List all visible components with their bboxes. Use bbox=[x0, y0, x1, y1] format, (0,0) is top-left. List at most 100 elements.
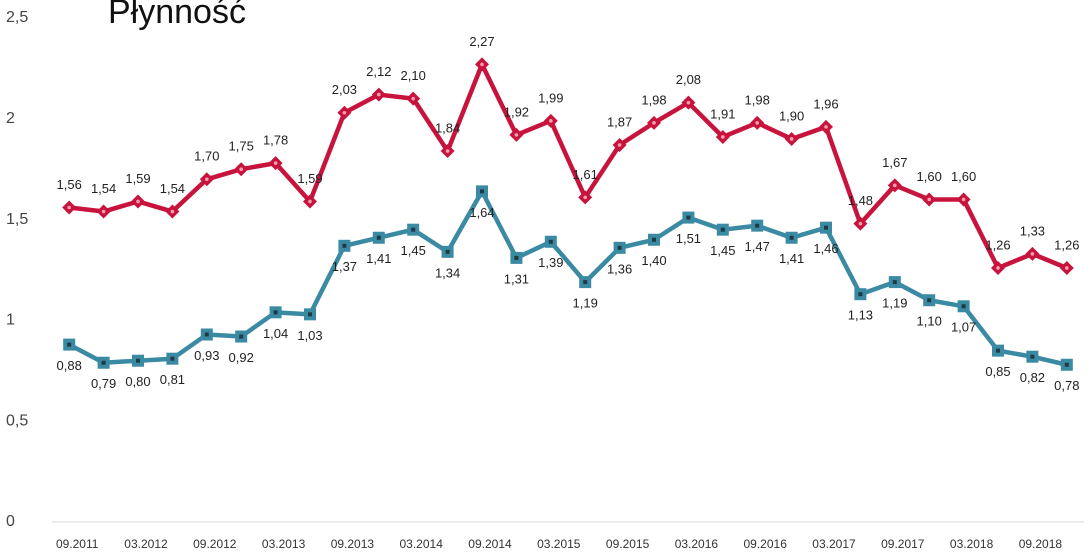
data-label: 1,04 bbox=[263, 326, 288, 341]
marker-center bbox=[377, 92, 381, 97]
data-label: 1,75 bbox=[229, 139, 254, 154]
data-label: 0,85 bbox=[985, 364, 1010, 379]
y-tick-label: 0,5 bbox=[6, 412, 28, 429]
data-label: 1,87 bbox=[607, 114, 632, 129]
data-label: 2,03 bbox=[332, 82, 357, 97]
x-tick-label: 03.2014 bbox=[400, 537, 444, 551]
y-tick-label: 0 bbox=[6, 513, 15, 530]
data-label: 1,45 bbox=[710, 243, 735, 258]
marker-center bbox=[342, 243, 347, 248]
data-label: 1,51 bbox=[676, 231, 701, 246]
data-label: 1,40 bbox=[641, 253, 666, 268]
data-label: 1,46 bbox=[813, 241, 838, 256]
x-tick-label: 03.2018 bbox=[950, 537, 994, 551]
data-label: 1,92 bbox=[504, 104, 529, 119]
marker-center bbox=[927, 197, 931, 202]
data-label: 0,92 bbox=[229, 350, 254, 365]
x-tick-label: 03.2012 bbox=[124, 537, 168, 551]
data-label: 0,81 bbox=[160, 372, 185, 387]
data-label: 0,82 bbox=[1020, 370, 1045, 385]
data-label: 1,47 bbox=[745, 239, 770, 254]
data-label: 1,98 bbox=[641, 92, 666, 107]
data-label: 1,61 bbox=[573, 167, 598, 182]
marker-center bbox=[205, 177, 209, 182]
marker-center bbox=[893, 183, 897, 188]
marker-center bbox=[617, 245, 622, 250]
data-label: 1,39 bbox=[538, 255, 563, 270]
y-tick-label: 1 bbox=[6, 312, 15, 329]
data-label: 1,91 bbox=[710, 106, 735, 121]
data-label: 1,78 bbox=[263, 133, 288, 148]
x-tick-label: 09.2014 bbox=[468, 537, 512, 551]
marker-center bbox=[996, 348, 1000, 353]
marker-center bbox=[136, 358, 140, 363]
x-tick-label: 09.2015 bbox=[606, 537, 650, 551]
marker-center bbox=[1065, 266, 1069, 270]
series-line bbox=[68, 62, 1068, 271]
data-label: 1,41 bbox=[779, 251, 804, 266]
data-label: 1,31 bbox=[504, 271, 529, 286]
marker-center bbox=[583, 195, 587, 200]
marker-center bbox=[755, 223, 760, 228]
marker-center bbox=[376, 235, 381, 240]
data-label: 1,64 bbox=[469, 205, 494, 220]
marker-center bbox=[652, 121, 656, 125]
marker-center bbox=[686, 215, 691, 220]
data-label: 1,54 bbox=[160, 181, 185, 196]
marker-center bbox=[411, 96, 416, 101]
data-label: 1,03 bbox=[297, 328, 322, 343]
x-tick-label: 09.2016 bbox=[744, 537, 788, 551]
data-label: 1,96 bbox=[813, 96, 838, 111]
x-tick-label: 03.2017 bbox=[812, 537, 856, 551]
x-tick-label: 03.2015 bbox=[537, 537, 581, 551]
marker-center bbox=[755, 121, 759, 125]
marker-center bbox=[927, 298, 932, 303]
data-label: 1,60 bbox=[917, 169, 942, 184]
marker-center bbox=[1030, 252, 1035, 256]
series: 0,88 0,79 0,80 0,81 0,93 0,92 1,04 1,03 1,37 1,41… bbox=[57, 185, 1079, 393]
marker-center bbox=[136, 199, 140, 204]
data-label: 1,54 bbox=[91, 181, 116, 196]
data-label: 1,26 bbox=[1054, 237, 1079, 252]
data-label: 1,10 bbox=[917, 314, 942, 329]
data-label: 1,37 bbox=[332, 259, 357, 274]
data-label: 1,34 bbox=[435, 265, 460, 280]
marker-center bbox=[514, 255, 519, 260]
data-label: 1,48 bbox=[848, 193, 873, 208]
data-label: 1,60 bbox=[951, 169, 976, 184]
data-label: 0,88 bbox=[57, 358, 82, 373]
marker-center bbox=[996, 266, 1000, 270]
series: 1,56 1,54 1,59 1,54 1,70 1,75 1,78 1,59 2,03 2,12… bbox=[57, 34, 1079, 275]
marker-center bbox=[789, 235, 794, 240]
marker-center bbox=[480, 62, 484, 67]
marker-center bbox=[961, 304, 966, 309]
data-label: 2,27 bbox=[469, 34, 494, 49]
marker-center bbox=[789, 137, 794, 141]
data-label: 1,13 bbox=[848, 308, 873, 323]
x-tick-label: 09.2018 bbox=[1019, 537, 1063, 551]
data-label: 1,56 bbox=[57, 177, 82, 192]
marker-center bbox=[824, 125, 828, 129]
marker-center bbox=[308, 199, 312, 204]
marker-center bbox=[858, 221, 863, 226]
marker-center bbox=[170, 209, 175, 214]
y-tick-label: 1,5 bbox=[6, 211, 28, 228]
marker-center bbox=[273, 310, 278, 315]
data-label: 1,99 bbox=[538, 90, 563, 105]
series-line bbox=[68, 189, 1068, 367]
data-label: 1,26 bbox=[985, 237, 1010, 252]
data-label: 1,41 bbox=[366, 251, 391, 266]
marker-center bbox=[480, 189, 484, 194]
y-tick-label: 2 bbox=[6, 110, 15, 127]
data-label: 1,59 bbox=[125, 171, 150, 186]
x-tick-label: 03.2013 bbox=[262, 537, 306, 551]
x-tick-label: 09.2017 bbox=[881, 537, 925, 551]
data-label: 1,70 bbox=[194, 149, 219, 164]
marker-center bbox=[308, 312, 312, 317]
x-tick-label: 03.2016 bbox=[675, 537, 719, 551]
marker-center bbox=[652, 237, 656, 242]
marker-center bbox=[273, 161, 278, 165]
marker-center bbox=[892, 280, 897, 285]
data-label: 0,80 bbox=[125, 374, 150, 389]
marker-center bbox=[686, 100, 691, 105]
